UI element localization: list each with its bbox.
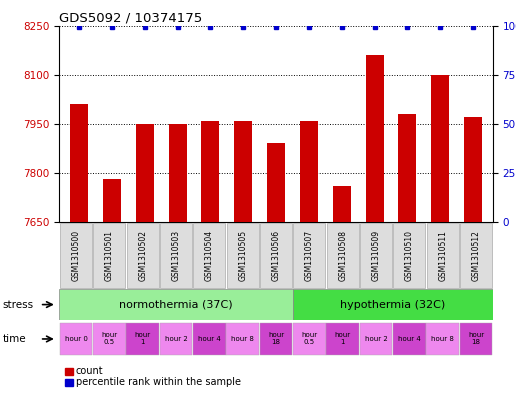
Text: GDS5092 / 10374175: GDS5092 / 10374175 — [59, 11, 203, 24]
FancyBboxPatch shape — [260, 323, 293, 355]
Text: hour 8: hour 8 — [231, 336, 254, 342]
FancyBboxPatch shape — [293, 290, 493, 320]
Bar — [398, 114, 416, 222]
Text: stress: stress — [3, 299, 34, 310]
Bar — [64, 368, 73, 375]
Text: GSM1310504: GSM1310504 — [205, 230, 214, 281]
Text: GSM1310506: GSM1310506 — [271, 230, 281, 281]
FancyBboxPatch shape — [360, 323, 393, 355]
Text: GSM1310512: GSM1310512 — [472, 230, 480, 281]
FancyBboxPatch shape — [327, 223, 359, 288]
FancyBboxPatch shape — [126, 323, 159, 355]
Text: GSM1310503: GSM1310503 — [171, 230, 181, 281]
FancyBboxPatch shape — [60, 223, 92, 288]
FancyBboxPatch shape — [393, 323, 426, 355]
FancyBboxPatch shape — [194, 223, 225, 288]
Text: GSM1310501: GSM1310501 — [105, 230, 114, 281]
Text: hour
18: hour 18 — [268, 332, 284, 345]
Text: hour 4: hour 4 — [198, 336, 221, 342]
Bar — [333, 186, 351, 222]
Bar — [103, 180, 121, 222]
FancyBboxPatch shape — [227, 223, 259, 288]
FancyBboxPatch shape — [60, 323, 92, 355]
Bar — [64, 379, 73, 386]
Bar — [267, 143, 285, 222]
FancyBboxPatch shape — [260, 223, 292, 288]
Text: GSM1310508: GSM1310508 — [338, 230, 347, 281]
Bar — [201, 121, 219, 222]
FancyBboxPatch shape — [193, 323, 225, 355]
Text: percentile rank within the sample: percentile rank within the sample — [76, 377, 241, 387]
FancyBboxPatch shape — [294, 223, 326, 288]
FancyBboxPatch shape — [360, 223, 392, 288]
Bar — [234, 121, 252, 222]
Bar — [169, 124, 187, 222]
Bar — [70, 104, 88, 222]
FancyBboxPatch shape — [127, 223, 159, 288]
Bar — [136, 124, 154, 222]
Bar — [464, 117, 482, 222]
FancyBboxPatch shape — [93, 323, 126, 355]
FancyBboxPatch shape — [426, 323, 459, 355]
FancyBboxPatch shape — [293, 323, 326, 355]
Text: hour 8: hour 8 — [431, 336, 454, 342]
Text: time: time — [3, 334, 26, 344]
FancyBboxPatch shape — [460, 323, 492, 355]
Text: hour
1: hour 1 — [135, 332, 151, 345]
Text: hour
18: hour 18 — [468, 332, 484, 345]
Text: GSM1310502: GSM1310502 — [138, 230, 147, 281]
Text: normothermia (37C): normothermia (37C) — [119, 299, 233, 310]
FancyBboxPatch shape — [427, 223, 459, 288]
Text: GSM1310505: GSM1310505 — [238, 230, 247, 281]
Text: hypothermia (32C): hypothermia (32C) — [340, 299, 445, 310]
Text: GSM1310510: GSM1310510 — [405, 230, 414, 281]
Text: GSM1310511: GSM1310511 — [438, 230, 447, 281]
Text: hour
0.5: hour 0.5 — [301, 332, 317, 345]
Text: hour
0.5: hour 0.5 — [101, 332, 118, 345]
FancyBboxPatch shape — [159, 323, 192, 355]
Text: count: count — [76, 366, 104, 376]
Bar — [300, 121, 318, 222]
FancyBboxPatch shape — [93, 223, 125, 288]
Text: GSM1310500: GSM1310500 — [72, 230, 80, 281]
FancyBboxPatch shape — [393, 223, 425, 288]
FancyBboxPatch shape — [160, 223, 192, 288]
FancyBboxPatch shape — [460, 223, 492, 288]
Text: GSM1310507: GSM1310507 — [305, 230, 314, 281]
Text: hour 4: hour 4 — [398, 336, 421, 342]
FancyBboxPatch shape — [227, 323, 259, 355]
Text: hour 0: hour 0 — [64, 336, 87, 342]
Text: hour
1: hour 1 — [335, 332, 351, 345]
FancyBboxPatch shape — [59, 290, 293, 320]
Bar — [365, 55, 383, 222]
Text: hour 2: hour 2 — [165, 336, 187, 342]
Bar — [431, 75, 449, 222]
Text: hour 2: hour 2 — [365, 336, 388, 342]
FancyBboxPatch shape — [327, 323, 359, 355]
Text: GSM1310509: GSM1310509 — [372, 230, 381, 281]
